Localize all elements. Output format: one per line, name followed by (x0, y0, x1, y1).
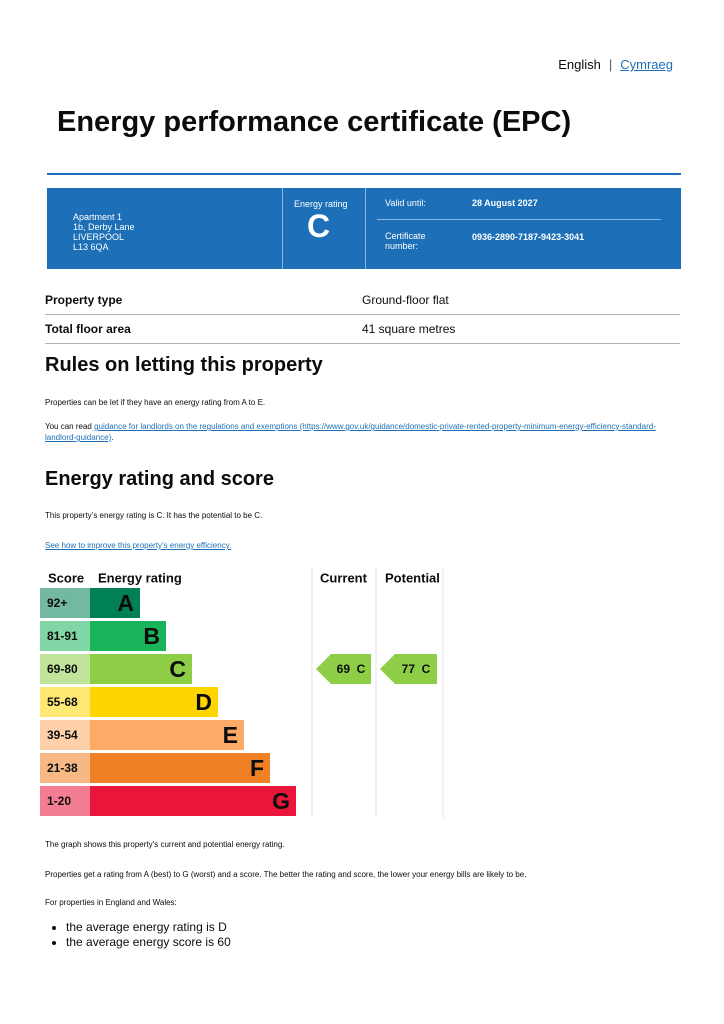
score-cell (40, 786, 90, 816)
band-score: 55-68 (47, 695, 78, 709)
band-bar (40, 753, 270, 783)
band-letter: B (143, 623, 160, 649)
divider (47, 173, 681, 175)
row: Total floor area 41 square metres (45, 314, 680, 344)
band-score: 69-80 (47, 662, 78, 676)
paragraph: You can read guidance for landlords on t… (45, 421, 665, 443)
band-score: 21-38 (47, 761, 78, 775)
divider (365, 188, 366, 269)
value: 41 square metres (362, 314, 680, 344)
potential-score: 77 (402, 662, 416, 676)
section-heading: Rules on letting this property (45, 354, 323, 376)
band-bar (40, 720, 244, 750)
text: . (111, 433, 114, 442)
band-score: 1-20 (47, 794, 71, 808)
summary-box: Apartment 1 1b, Derby Lane LIVERPOOL L13 6Q… (47, 188, 681, 269)
potential-letter: C (422, 662, 431, 676)
language-switch: English | Cymraeg (558, 57, 673, 72)
address: Apartment 1 1b, Derby Lane LIVERPOOL L13 6Q… (73, 212, 135, 252)
band-bar (40, 654, 192, 684)
language-current: English (558, 57, 601, 72)
band-bar (40, 786, 296, 816)
page-title: Energy performance certificate (EPC) (57, 106, 572, 138)
rating-letter: C (307, 208, 331, 244)
valid-label: Valid until: (385, 198, 426, 208)
certificate-value: 0936-2890-7187-9423-3041 (472, 232, 585, 242)
paragraph: This property’s energy rating is C. It h… (45, 511, 263, 520)
score-cell (40, 753, 90, 783)
rating-label: Energy rating (294, 199, 348, 209)
language-link[interactable]: Cymraeg (620, 57, 673, 72)
paragraph: For properties in England and Wales: (45, 898, 177, 907)
value: Ground-floor flat (362, 286, 680, 315)
divider (282, 188, 283, 269)
band-bar (40, 621, 166, 651)
divider (377, 219, 661, 220)
rating-chart: Score Energy rating Current Potential 92+ A 81… (40, 568, 444, 818)
band-letter: E (223, 722, 238, 748)
paragraph: The graph shows this property’s current … (45, 840, 285, 849)
address-line: Apartment 1 (73, 212, 123, 222)
bullet: the average energy score is 60 (66, 935, 231, 950)
certificate-label: Certificate number: (385, 231, 426, 251)
bullet-list: the average energy rating is D the avera… (52, 920, 231, 950)
column-header: Score (48, 570, 84, 585)
link[interactable]: guidance for landlords on the regulation… (45, 422, 656, 442)
row: Property type Ground-floor flat (45, 286, 680, 315)
address-line: L13 6QA (73, 242, 109, 252)
current-arrow (316, 654, 371, 684)
potential-arrow (380, 654, 437, 684)
current-label: 69 C (337, 662, 366, 676)
band-bar (40, 588, 140, 618)
band-score: 81-91 (47, 629, 78, 643)
separator: | (608, 57, 613, 72)
band-letter: D (195, 689, 212, 715)
band-score: 92+ (47, 596, 67, 610)
band-letter: A (117, 590, 134, 616)
band-letter: F (250, 755, 264, 781)
band-letter: C (169, 656, 186, 682)
paragraph: See how to improve this property’s energ… (45, 540, 665, 551)
column-header: Current (320, 570, 368, 585)
score-cell (40, 588, 90, 618)
key: Property type (45, 286, 362, 315)
link[interactable]: See how to improve this property’s energ… (45, 541, 232, 550)
score-cell (40, 654, 90, 684)
column-header: Potential (385, 570, 440, 585)
score-cell (40, 621, 90, 651)
band-letter: G (272, 788, 290, 814)
valid-value: 28 August 2027 (472, 198, 538, 208)
current-score: 69 (337, 662, 351, 676)
paragraph: Properties can be let if they have an en… (45, 398, 266, 407)
property-table: Property type Ground-floor flat Total flo… (45, 286, 680, 344)
address-line: LIVERPOOL (73, 232, 125, 242)
paragraph: Properties get a rating from A (best) to… (45, 870, 527, 879)
text: You can read (45, 422, 92, 431)
column-header: Energy rating (98, 570, 182, 585)
bullet: the average energy rating is D (66, 920, 231, 935)
current-letter: C (357, 662, 366, 676)
score-cell (40, 687, 90, 717)
key: Total floor area (45, 314, 362, 344)
address-line: 1b, Derby Lane (73, 222, 135, 232)
band-bar (40, 687, 218, 717)
section-heading: Energy rating and score (45, 468, 274, 490)
band-score: 39-54 (47, 728, 78, 742)
score-cell (40, 720, 90, 750)
potential-label: 77 C (402, 662, 431, 676)
